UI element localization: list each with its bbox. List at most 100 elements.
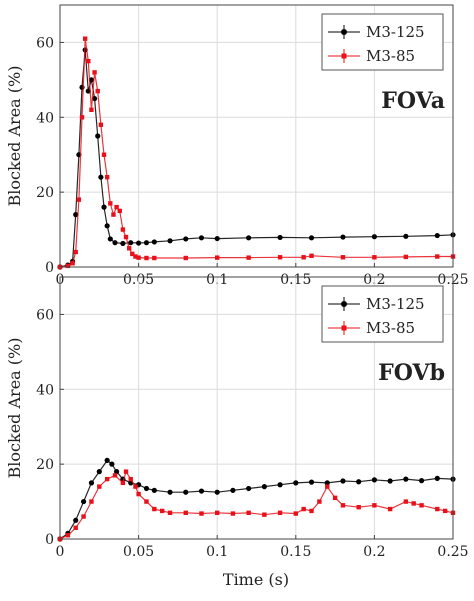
data-point-m3-85-fova (246, 255, 251, 260)
xtick-label-fovb: 0.05 (123, 544, 154, 560)
legend-entry-m3-125-fovb: M3-125 (328, 295, 425, 313)
data-point-m3-85-fovb (387, 506, 393, 512)
data-point-m3-125-fovb (88, 480, 95, 486)
data-point-m3-125-fovb (277, 482, 283, 488)
data-point-m3-125-fova (277, 234, 283, 241)
data-point-m3-85-fovb (435, 506, 440, 512)
data-point-m3-125-fova (73, 212, 79, 218)
data-point-m3-125-fova (120, 240, 126, 247)
data-point-m3-85-fova (340, 255, 346, 260)
data-point-m3-85-fovb (309, 508, 314, 514)
legend-fovb: M3-125 M3-85 (321, 285, 444, 343)
xtick-label-fovb: 0.2 (363, 544, 385, 560)
axes-frame-fovb (59, 276, 454, 540)
xtick-label-fovb: 0.1 (206, 544, 228, 560)
data-point-m3-85-fovb (301, 506, 306, 512)
data-point-m3-125-fova (183, 236, 189, 242)
data-point-m3-85-fova (86, 58, 91, 64)
data-point-m3-125-fova (143, 240, 150, 246)
data-point-m3-85-fova (215, 255, 220, 260)
legend-marker-m3-125-fova (341, 29, 347, 35)
legend-entry-m3-85-fova: M3-85 (328, 47, 415, 65)
data-point-m3-125-fovb (214, 489, 220, 495)
legend-label-m3-125-fovb: M3-125 (366, 295, 425, 313)
data-point-m3-125-fovb (113, 469, 120, 475)
xlabel-fovb: Time (s) (223, 570, 289, 589)
data-point-m3-85-fova (133, 254, 138, 259)
data-point-m3-85-fovb (325, 484, 330, 489)
data-point-m3-85-fovb (133, 484, 138, 489)
legend-fova: M3-125 M3-85 (321, 13, 444, 71)
legend-marker-m3-125-fovb (341, 301, 347, 307)
ytick-label-fova: 40 (36, 110, 54, 126)
ytick-label-fovb: 0 (45, 532, 54, 548)
data-point-m3-85-fovb (120, 480, 126, 486)
data-point-m3-85-fova (89, 107, 94, 112)
data-point-m3-85-fova (130, 251, 135, 257)
data-point-m3-85-fova (136, 255, 141, 260)
data-point-m3-85-fova (144, 255, 149, 261)
xtick-label-fovb: 0.15 (280, 544, 311, 560)
data-point-m3-85-fovb (89, 499, 94, 504)
data-point-m3-125-fova (107, 236, 113, 242)
series-fova (57, 36, 456, 270)
ytick-label-fovb: 40 (36, 382, 54, 398)
ytick-label-fovb: 60 (36, 307, 54, 323)
panel-label-fova: FOVa (381, 88, 445, 114)
data-point-m3-85-fova (126, 246, 132, 251)
data-point-m3-125-fova (167, 238, 173, 244)
data-point-m3-85-fova (79, 115, 85, 120)
data-point-m3-85-fovb (419, 503, 424, 508)
ytick-label-fovb: 20 (36, 457, 54, 473)
data-point-m3-85-fova (70, 261, 75, 266)
data-point-m3-85-fovb (104, 476, 110, 482)
data-point-m3-125-fova (246, 235, 252, 241)
data-point-m3-125-fova (198, 235, 205, 241)
data-point-m3-85-fova (82, 36, 88, 41)
legend-entry-m3-125-fova: M3-125 (328, 23, 425, 41)
data-point-m3-85-fova (301, 255, 306, 260)
data-point-m3-85-fova (76, 197, 82, 202)
data-point-m3-125-fovb (80, 498, 87, 505)
data-point-m3-85-fovb (277, 510, 283, 515)
data-point-m3-125-fovb (387, 478, 393, 484)
data-point-m3-125-fovb (356, 479, 362, 485)
data-point-m3-85-fovb (293, 511, 298, 516)
data-point-m3-85-fova (111, 212, 116, 217)
legend-entry-m3-85-fovb: M3-85 (328, 319, 415, 337)
data-point-m3-125-fovb (340, 478, 346, 484)
data-point-m3-85-fovb (152, 506, 157, 512)
data-point-m3-85-fova (403, 254, 409, 260)
data-point-m3-125-fovb (246, 485, 252, 492)
xtick-label-fovb: 0 (56, 544, 65, 560)
data-point-m3-125-fovb (104, 457, 110, 463)
panel-label-fovb: FOVb (378, 360, 445, 386)
data-point-m3-85-fovb (403, 499, 409, 504)
data-point-m3-85-fova (152, 255, 157, 261)
data-point-m3-125-fovb (230, 487, 236, 493)
data-point-m3-125-fovb (198, 488, 205, 494)
data-point-m3-85-fovb (81, 514, 86, 519)
data-point-m3-85-fovb (246, 510, 251, 515)
data-point-m3-125-fovb (143, 485, 150, 492)
data-point-m3-85-fova (117, 208, 122, 214)
data-point-m3-125-fova (151, 239, 157, 245)
ylabel-fovb: Blocked Area (%) (5, 338, 24, 479)
data-point-m3-85-fova (123, 234, 129, 240)
data-point-m3-85-fovb (317, 499, 322, 504)
data-point-m3-85-fovb (411, 501, 416, 506)
data-point-m3-125-fovb (261, 484, 267, 490)
data-point-m3-125-fova (91, 95, 98, 102)
series-fovb (57, 457, 456, 542)
data-point-m3-85-fovb (97, 484, 102, 489)
data-point-m3-125-fova (340, 234, 346, 240)
data-point-m3-125-fova (136, 240, 142, 246)
data-point-m3-125-fovb (151, 487, 157, 493)
series-line-m3-125-fova (59, 49, 454, 268)
data-point-m3-125-fovb (73, 517, 79, 523)
axes-frame-fova (59, 4, 454, 268)
data-point-m3-85-fova (277, 255, 283, 260)
ticks-fovb: 0 0.05 0.1 0.15 0.2 0.25 0 20 40 60 (36, 307, 468, 560)
